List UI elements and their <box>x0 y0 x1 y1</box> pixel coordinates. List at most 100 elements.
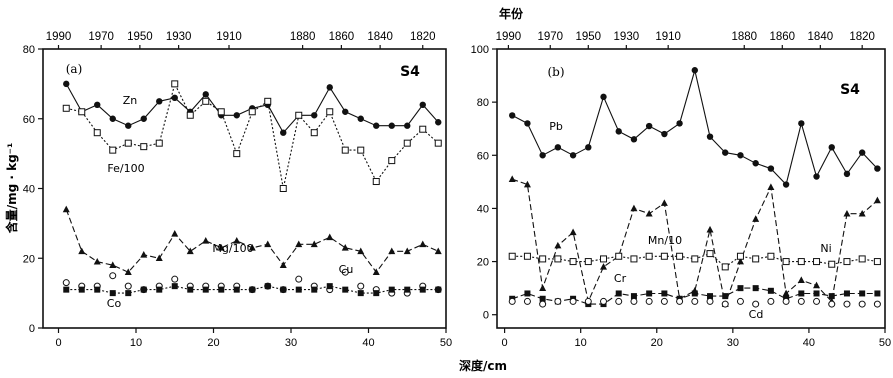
data-point <box>295 240 303 248</box>
y-tick-label: 80 <box>23 44 35 56</box>
data-point <box>858 209 866 217</box>
top-year-label: 1990 <box>496 31 522 43</box>
data-point <box>615 297 623 305</box>
data-point <box>357 146 365 154</box>
data-point <box>202 237 210 244</box>
data-point <box>691 255 699 263</box>
data-point <box>554 255 562 263</box>
data-point <box>186 247 194 255</box>
data-point <box>600 255 608 263</box>
data-point <box>798 120 805 127</box>
x-tick-label: 10 <box>130 337 142 349</box>
top-year-label: 1840 <box>808 31 834 43</box>
data-point <box>813 173 820 180</box>
data-point <box>569 258 577 266</box>
data-point <box>828 300 836 308</box>
data-point <box>404 122 411 129</box>
data-point <box>341 146 349 154</box>
data-point <box>767 297 775 305</box>
data-point <box>372 178 380 186</box>
data-point <box>124 139 132 147</box>
data-point <box>523 252 531 260</box>
data-point <box>357 247 365 255</box>
data-point <box>202 97 210 105</box>
data-point <box>295 111 303 119</box>
data-point <box>357 282 365 290</box>
data-point <box>109 290 116 297</box>
data-point <box>600 93 607 101</box>
data-point <box>218 286 225 293</box>
x-tick-label: 40 <box>803 337 815 349</box>
data-point <box>736 257 744 265</box>
data-point <box>645 122 653 130</box>
data-point <box>569 228 577 236</box>
data-point <box>737 285 744 292</box>
data-point <box>569 152 577 159</box>
data-point <box>508 297 516 305</box>
data-point <box>554 297 562 305</box>
data-point <box>109 115 116 122</box>
data-point <box>630 297 638 305</box>
data-point <box>434 139 442 147</box>
data-point <box>676 297 684 305</box>
data-point <box>873 196 881 204</box>
data-point <box>140 286 147 293</box>
y-axis-title: 含量/mg · kg⁻¹ <box>4 143 19 234</box>
panel-label: (b) <box>547 65 564 79</box>
data-point <box>249 286 256 293</box>
data-point <box>524 290 531 297</box>
data-point <box>797 276 805 283</box>
data-point <box>615 252 623 260</box>
data-point <box>797 258 805 266</box>
data-point <box>873 258 881 266</box>
data-point <box>706 250 714 258</box>
data-point <box>523 180 531 188</box>
x-tick-label: 20 <box>651 337 663 349</box>
data-point <box>434 247 442 255</box>
series-co <box>63 283 442 297</box>
data-point <box>78 286 85 293</box>
data-point <box>248 108 256 116</box>
top-year-label: 1840 <box>367 31 393 43</box>
data-point <box>310 129 318 137</box>
data-point <box>342 108 349 115</box>
data-point <box>233 237 241 244</box>
data-point <box>419 286 426 293</box>
data-point <box>508 175 516 182</box>
data-point <box>828 260 836 268</box>
data-point <box>828 144 835 151</box>
data-point <box>326 283 333 290</box>
series-mg-100 <box>62 205 442 275</box>
data-point <box>752 160 759 167</box>
data-point <box>782 289 790 297</box>
data-point <box>63 80 70 88</box>
data-point <box>202 91 209 98</box>
data-point <box>62 104 70 112</box>
data-point <box>722 293 729 300</box>
data-point <box>707 293 714 300</box>
data-point <box>140 250 148 258</box>
series-label: Co <box>107 297 122 310</box>
data-point <box>419 101 426 109</box>
top-year-label: 1950 <box>127 31 153 43</box>
data-point <box>140 115 147 122</box>
series-label: Cr <box>614 272 627 285</box>
x-tick-label: 50 <box>879 337 891 349</box>
plot-frame-1 <box>42 48 447 329</box>
y-tick-label: 0 <box>29 323 35 335</box>
data-point <box>109 146 117 154</box>
x-tick-label: 30 <box>285 337 297 349</box>
data-point <box>403 139 411 147</box>
data-point <box>342 286 349 293</box>
data-point <box>782 258 790 266</box>
data-point <box>508 252 516 260</box>
x-tick-label: 40 <box>362 337 374 349</box>
data-point <box>78 108 86 116</box>
data-point <box>171 80 179 88</box>
data-point <box>388 247 396 255</box>
data-point <box>721 263 729 271</box>
data-point <box>124 282 132 290</box>
data-point <box>691 290 698 297</box>
data-point <box>357 115 364 122</box>
